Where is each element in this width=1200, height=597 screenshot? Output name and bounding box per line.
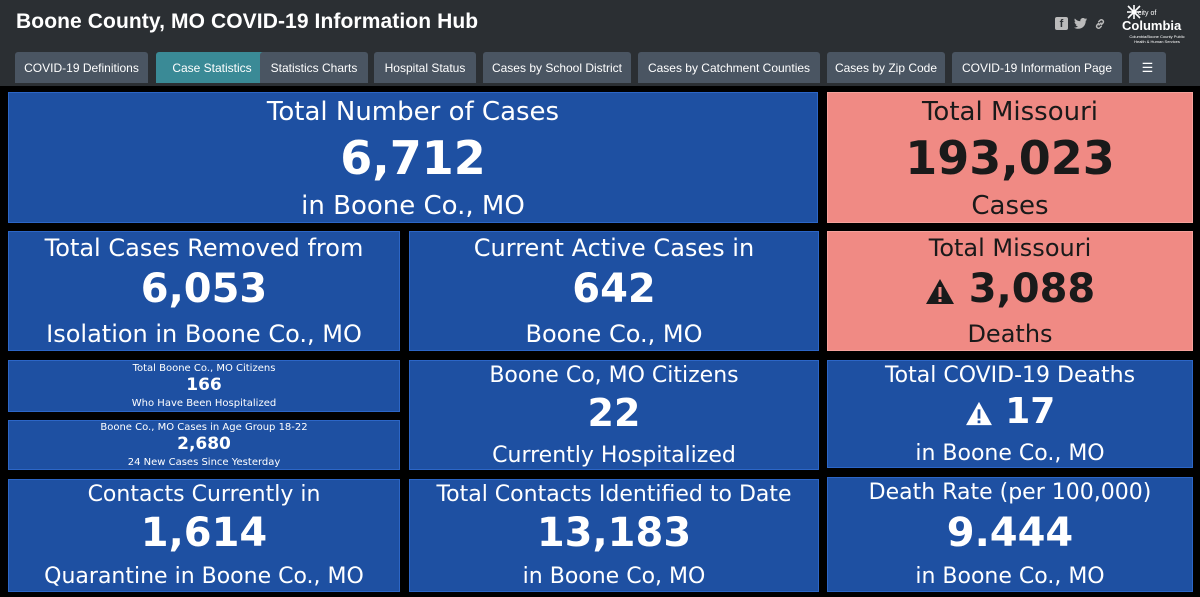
twitter-icon[interactable] <box>1074 17 1087 30</box>
panel-bottom-text: in Boone Co., MO <box>915 564 1105 589</box>
logo-big-text: Columbia <box>1122 18 1182 33</box>
panel-bottom-text: in Boone Co., MO <box>301 191 525 221</box>
panel-top-text: Total Missouri <box>928 234 1092 262</box>
panel-top-text: Total Contacts Identified to Date <box>436 482 792 507</box>
panel-contacts-identified: Total Contacts Identified to Date 13,183… <box>409 479 819 592</box>
share-icons: f <box>1055 17 1106 30</box>
tab-catchment-counties[interactable]: Cases by Catchment Counties <box>638 52 820 83</box>
panel-value-row: 3,088 <box>828 266 1192 312</box>
panel-top-text: Contacts Currently in <box>87 482 321 507</box>
header-bar: Boone County, MO COVID-19 Information Hu… <box>0 0 1200 86</box>
panel-removed-from-isolation: Total Cases Removed from 6,053 Isolation… <box>8 231 400 351</box>
panel-bottom-text: Currently Hospitalized <box>492 443 736 468</box>
panel-value: 1,614 <box>140 510 268 556</box>
tab-case-statistics[interactable]: Case Statistics <box>156 52 268 83</box>
tab-hospital-status[interactable]: Hospital Status <box>374 52 476 83</box>
warning-icon <box>925 278 954 304</box>
facebook-icon[interactable]: f <box>1055 17 1068 30</box>
panel-top-text: Boone Co., MO Cases in Age Group 18-22 <box>100 422 308 433</box>
tab-school-district[interactable]: Cases by School District <box>483 52 631 83</box>
menu-icon[interactable]: ☰ <box>1129 52 1166 83</box>
panel-covid-deaths: Total COVID-19 Deaths 17 in Boone Co., M… <box>827 360 1193 468</box>
panel-death-rate: Death Rate (per 100,000) 9.444 in Boone … <box>827 477 1193 592</box>
panel-active-cases: Current Active Cases in 642 Boone Co., M… <box>409 231 819 351</box>
panel-bottom-text: Isolation in Boone Co., MO <box>46 320 362 348</box>
panel-value: 3,088 <box>968 266 1096 312</box>
panel-value: 166 <box>186 375 222 395</box>
panel-bottom-text: in Boone Co, MO <box>522 564 706 589</box>
columbia-logo-icon <box>1127 5 1141 19</box>
panel-bottom-text: Deaths <box>967 320 1053 348</box>
tab-info-page[interactable]: COVID-19 Information Page <box>952 52 1122 83</box>
panel-total-cases: Total Number of Cases 6,712 in Boone Co.… <box>8 92 818 223</box>
panel-top-text: Total COVID-19 Deaths <box>884 363 1136 388</box>
panel-bottom-text: in Boone Co., MO <box>915 441 1105 466</box>
logo-small-text: city of <box>1138 10 1157 17</box>
panel-currently-hospitalized: Boone Co, MO Citizens 22 Currently Hospi… <box>409 360 819 470</box>
panel-age-group: Boone Co., MO Cases in Age Group 18-22 2… <box>8 420 400 470</box>
city-logo: city of Columbia Columbia/Boone County P… <box>1122 3 1192 47</box>
warning-icon <box>965 401 992 425</box>
panel-top-text: Total Cases Removed from <box>44 234 364 262</box>
panel-value: 2,680 <box>177 434 231 454</box>
panel-value: 22 <box>587 391 641 435</box>
panel-top-text: Current Active Cases in <box>473 234 755 262</box>
panel-bottom-text: 24 New Cases Since Yesterday <box>127 457 281 468</box>
panel-top-text: Boone Co, MO Citizens <box>489 363 739 388</box>
panel-top-text: Death Rate (per 100,000) <box>868 480 1152 505</box>
panel-value-row: 17 <box>828 391 1192 432</box>
panel-value: 17 <box>1005 391 1056 432</box>
panel-bottom-text: Who Have Been Hospitalized <box>131 398 277 409</box>
panel-value: 642 <box>572 266 656 312</box>
tab-covid-definitions[interactable]: COVID-19 Definitions <box>15 52 148 83</box>
link-icon[interactable] <box>1093 17 1106 30</box>
panel-value: 6,712 <box>340 131 486 185</box>
panel-top-text: Total Missouri <box>921 97 1099 127</box>
panel-value: 13,183 <box>536 510 692 556</box>
panel-top-text: Total Number of Cases <box>266 97 560 127</box>
panel-bottom-text: Boone Co., MO <box>525 320 703 348</box>
panel-top-text: Total Boone Co., MO Citizens <box>132 363 276 374</box>
panel-missouri-cases: Total Missouri 193,023 Cases <box>827 92 1193 223</box>
tab-zip-code[interactable]: Cases by Zip Code <box>827 52 945 83</box>
app-title: Boone County, MO COVID-19 Information Hu… <box>16 10 479 33</box>
panel-contacts-quarantine: Contacts Currently in 1,614 Quarantine i… <box>8 479 400 592</box>
panel-value: 6,053 <box>140 266 268 312</box>
panel-value: 193,023 <box>905 131 1115 185</box>
panel-missouri-deaths: Total Missouri 3,088 Deaths <box>827 231 1193 351</box>
panel-bottom-text: Quarantine in Boone Co., MO <box>44 564 364 589</box>
logo-tagline: Columbia/Boone County Public Health & Hu… <box>1129 34 1185 44</box>
panel-hospitalized-total: Total Boone Co., MO Citizens 166 Who Hav… <box>8 360 400 412</box>
tab-statistics-charts[interactable]: Statistics Charts <box>260 52 368 83</box>
panel-bottom-text: Cases <box>971 191 1049 221</box>
panel-value: 9.444 <box>946 510 1074 556</box>
